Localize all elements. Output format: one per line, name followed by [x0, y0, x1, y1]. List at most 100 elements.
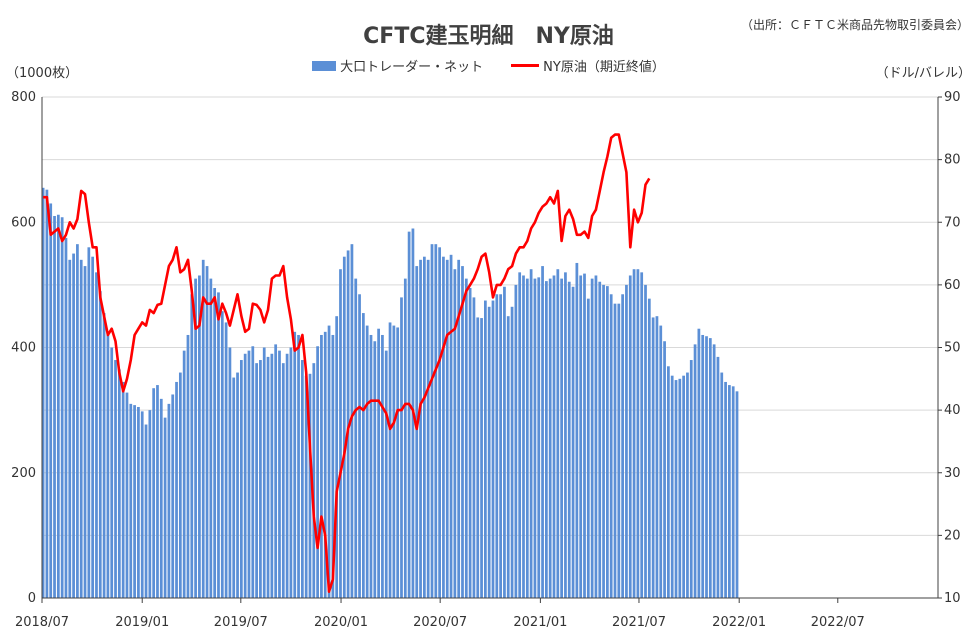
bar [251, 346, 255, 598]
bar [358, 294, 361, 598]
x-tick-label: 2022/07 [811, 615, 865, 630]
bar [533, 278, 537, 598]
x-tick-label: 2021/07 [612, 615, 666, 630]
bar [224, 322, 228, 598]
y-right-tick-label: 30 [944, 466, 961, 481]
bar [247, 350, 251, 598]
bar [537, 277, 541, 598]
bar [415, 266, 419, 598]
bar [728, 385, 731, 598]
bar [625, 284, 628, 598]
y-left-tick-label: 0 [28, 591, 36, 606]
bar [354, 278, 358, 598]
bar [114, 360, 117, 598]
bar [686, 372, 689, 598]
bar [228, 347, 232, 598]
y-right-tick-label: 50 [944, 341, 961, 356]
y-right-tick-label: 10 [944, 591, 961, 606]
bar [91, 256, 95, 598]
bar [236, 372, 239, 598]
bar [117, 369, 121, 598]
bar [217, 292, 220, 598]
bar [647, 298, 651, 598]
bar [346, 250, 350, 598]
x-tick-label: 2018/07 [15, 615, 69, 630]
bar [552, 275, 556, 598]
bar [422, 256, 426, 598]
bar [327, 325, 331, 598]
x-tick-label: 2019/07 [214, 615, 268, 630]
bar [60, 217, 64, 599]
y-right-tick-label: 80 [944, 153, 961, 168]
bar [194, 278, 197, 598]
bar [445, 259, 449, 598]
bar [316, 346, 319, 598]
right-axis-unit: （ドル/バレル） [875, 66, 971, 81]
bar [522, 275, 525, 598]
bar [403, 278, 407, 598]
x-tick-label: 2021/01 [513, 615, 567, 630]
left-axis-unit: （1000枚） [6, 66, 79, 81]
bar [678, 378, 682, 598]
bar [388, 322, 392, 598]
bar [323, 331, 327, 598]
bar [163, 417, 167, 598]
bar [243, 353, 247, 598]
bar [632, 269, 636, 598]
bar [278, 350, 281, 598]
bar [281, 363, 285, 598]
bar [137, 406, 140, 598]
bar [663, 341, 666, 598]
bar [575, 262, 579, 598]
bar [506, 316, 510, 598]
bar [640, 272, 644, 598]
bar [655, 316, 659, 598]
bar [430, 244, 434, 598]
bar [613, 303, 617, 598]
bar [308, 373, 312, 598]
bar [419, 259, 422, 598]
bar [365, 325, 369, 598]
bar [83, 266, 87, 598]
y-left-tick-label: 600 [11, 215, 36, 230]
bar [156, 385, 159, 598]
bar [133, 405, 136, 598]
bar [449, 254, 453, 598]
bar [468, 288, 472, 598]
bar [621, 294, 625, 598]
bar [259, 360, 262, 598]
bar [72, 253, 75, 598]
bar [79, 259, 83, 598]
bar [735, 391, 739, 598]
bar [205, 266, 209, 598]
bar [144, 424, 148, 598]
bar [720, 372, 724, 598]
bar [274, 344, 278, 598]
bar [541, 266, 544, 598]
bar [606, 286, 609, 598]
bar [567, 281, 571, 598]
y-right-tick-label: 40 [944, 403, 961, 418]
bar [339, 269, 342, 598]
bar [220, 311, 224, 598]
bar [87, 247, 91, 599]
bar [106, 334, 110, 598]
bar [262, 347, 266, 598]
bar [461, 266, 464, 598]
y-right-tick-label: 20 [944, 528, 961, 543]
bar [373, 341, 377, 598]
bar [426, 259, 430, 598]
bar [182, 350, 186, 598]
bar [586, 298, 590, 598]
legend-bar-swatch [312, 60, 337, 71]
price-line [43, 133, 651, 594]
bar [651, 317, 655, 598]
bar [76, 244, 79, 598]
bar [438, 247, 441, 599]
bar [628, 275, 632, 598]
bar [583, 273, 586, 598]
bar [350, 244, 354, 598]
bar [335, 316, 339, 598]
bar [53, 215, 56, 599]
bar [152, 388, 156, 598]
